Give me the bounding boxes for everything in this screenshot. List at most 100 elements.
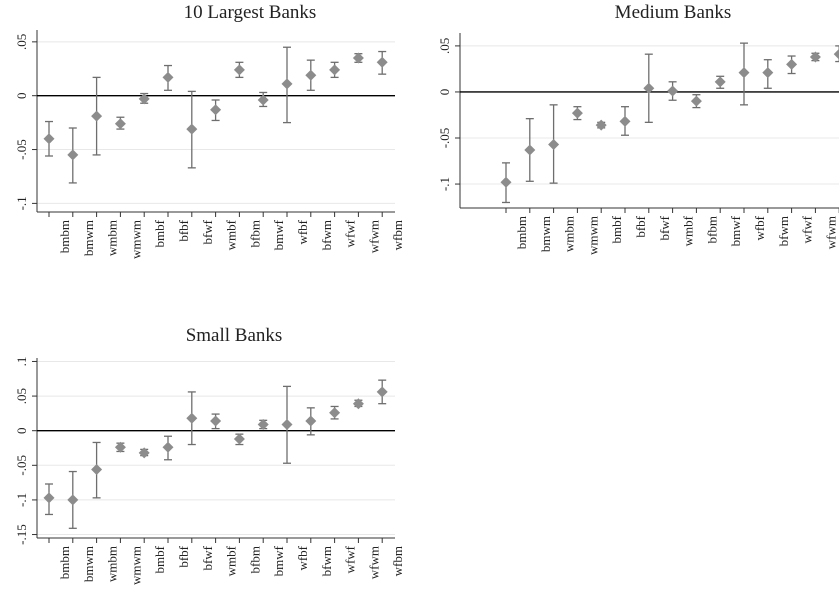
x-tick-label: bfbf [633, 215, 648, 237]
x-tick-label: wmbf [224, 219, 239, 250]
marker [329, 64, 341, 76]
marker [595, 119, 607, 131]
x-tick-label: wfwf [800, 215, 815, 243]
marker [809, 51, 821, 63]
marker [376, 386, 388, 398]
marker [667, 85, 679, 97]
y-tick-label: -.1 [14, 196, 29, 210]
marker [571, 107, 583, 119]
marker [500, 176, 512, 188]
x-tick-label: bmwm [81, 546, 96, 582]
x-tick-label: wfbf [752, 215, 767, 240]
x-tick-label: bfbf [176, 545, 191, 567]
x-tick-label: wmbm [562, 216, 577, 252]
marker [305, 69, 317, 81]
y-tick-label: 0 [14, 427, 29, 434]
x-tick-label: wmwm [128, 220, 143, 259]
marker [524, 144, 536, 156]
x-tick-label: bfbm [247, 220, 262, 247]
marker [833, 48, 839, 60]
y-tick-label: .05 [14, 34, 29, 50]
y-tick-label: .05 [14, 388, 29, 404]
marker [67, 494, 79, 506]
x-tick-label: bmbf [152, 219, 167, 247]
y-tick-label: 0 [14, 92, 29, 99]
panel-title: 10 Largest Banks [184, 2, 317, 23]
marker [714, 76, 726, 88]
marker [91, 463, 103, 475]
marker [738, 67, 750, 79]
marker [786, 58, 798, 70]
marker [619, 115, 631, 127]
x-tick-label: wfwf [343, 545, 358, 573]
marker [138, 93, 150, 105]
y-tick-label: 0 [437, 89, 452, 96]
x-tick-label: wmwm [128, 546, 143, 585]
x-tick-label: bfwm [776, 216, 791, 246]
x-tick-label: bmwf [271, 545, 286, 576]
marker [376, 56, 388, 68]
marker [43, 492, 55, 504]
marker [257, 418, 269, 430]
panel-title: Medium Banks [615, 2, 732, 23]
x-tick-label: wfbf [295, 545, 310, 570]
x-tick-label: bmbm [57, 220, 72, 253]
x-tick-label: bmbf [609, 215, 624, 243]
x-tick-label: wfbm [390, 220, 405, 250]
x-tick-label: bmwf [728, 215, 743, 246]
x-tick-label: wfbf [295, 219, 310, 244]
marker [91, 110, 103, 122]
marker [162, 441, 174, 453]
marker [186, 412, 198, 424]
x-tick-label: wfwm [823, 216, 838, 249]
x-tick-label: bmbf [152, 545, 167, 573]
panel: Small Banks -.15 -.1 -.05 0 .05 .1 bmbm bmwm wmbm… [14, 325, 405, 585]
x-tick-label: wfwm [366, 546, 381, 579]
marker [43, 133, 55, 145]
y-tick-label: -.15 [14, 524, 29, 545]
marker [281, 418, 293, 430]
x-tick-label: bfwf [200, 219, 215, 244]
x-tick-label: bmwm [538, 216, 553, 252]
marker [281, 78, 293, 90]
marker [329, 407, 341, 419]
x-tick-label: bfwm [319, 546, 334, 576]
x-tick-label: bmbm [514, 216, 529, 249]
marker [233, 64, 245, 76]
marker [210, 415, 222, 427]
y-tick-label: .05 [437, 38, 452, 54]
x-tick-label: wfbm [390, 546, 405, 576]
marker [257, 94, 269, 106]
x-tick-label: wmbm [105, 220, 120, 256]
x-tick-label: bfwm [319, 220, 334, 250]
x-tick-label: bmwf [271, 219, 286, 250]
x-tick-label: bmbm [57, 546, 72, 579]
x-tick-label: bmwm [81, 220, 96, 256]
x-tick-label: wmbm [105, 546, 120, 582]
x-tick-label: bfbm [247, 546, 262, 573]
marker [233, 433, 245, 445]
marker [690, 95, 702, 107]
x-tick-label: wmwm [585, 216, 600, 255]
marker [138, 447, 150, 459]
marker [352, 52, 364, 64]
x-tick-label: wfwm [366, 220, 381, 253]
x-tick-label: bfwf [200, 545, 215, 570]
x-tick-label: wfwf [343, 219, 358, 247]
y-tick-label: -.05 [14, 139, 29, 160]
y-tick-label: -.1 [14, 493, 29, 507]
y-tick-label: -.05 [437, 128, 452, 149]
marker [210, 104, 222, 116]
y-tick-label: -.05 [14, 455, 29, 476]
marker [762, 67, 774, 79]
marker [305, 415, 317, 427]
marker [352, 398, 364, 410]
marker [67, 149, 79, 161]
marker [114, 441, 126, 453]
y-tick-label: -.1 [437, 177, 452, 191]
marker [186, 123, 198, 135]
x-tick-label: bfbm [704, 216, 719, 243]
